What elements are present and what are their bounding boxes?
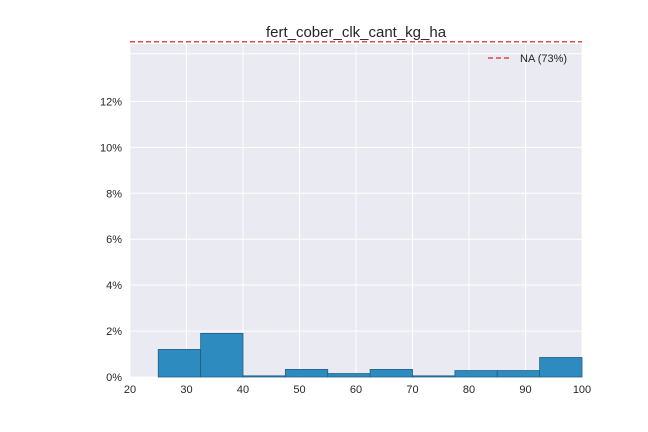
y-tick-label: 8%: [106, 188, 122, 200]
histogram-bar: [454, 370, 498, 378]
x-tick-label: 90: [519, 384, 531, 396]
x-tick-label: 100: [573, 384, 591, 396]
histogram-bar: [412, 375, 456, 378]
x-tick-label: 80: [463, 384, 475, 396]
y-tick-label: 12%: [100, 96, 122, 108]
chart-title: fert_cober_clk_cant_kg_ha: [266, 24, 447, 41]
y-tick-label: 4%: [106, 280, 122, 292]
x-axis-ticks: 20 30 40 50 60 70 80 90 100: [124, 384, 591, 396]
y-tick-label: 2%: [106, 326, 122, 338]
x-tick-label: 50: [293, 384, 305, 396]
x-tick-label: 30: [180, 384, 192, 396]
y-tick-label: 6%: [106, 234, 122, 246]
histogram-bar: [284, 369, 329, 378]
y-tick-label: 0%: [106, 372, 122, 384]
histogram-bar: [496, 370, 541, 378]
x-tick-label: 70: [406, 384, 418, 396]
x-tick-label: 20: [124, 384, 136, 396]
histogram-bars: [157, 332, 583, 378]
histogram-bar: [539, 357, 583, 378]
y-axis-ticks: 0% 2% 4% 6% 8% 10% 12%: [100, 96, 122, 384]
x-tick-label: 40: [237, 384, 249, 396]
histogram-bar: [157, 349, 202, 378]
histogram-bar: [242, 375, 286, 378]
legend-na-label: NA (73%): [520, 53, 567, 65]
histogram-bar: [369, 369, 413, 378]
histogram-bar: [200, 332, 244, 378]
x-tick-label: 60: [350, 384, 362, 396]
histogram-bar: [327, 373, 371, 378]
legend: NA (73%): [488, 53, 567, 65]
y-tick-label: 10%: [100, 142, 122, 154]
